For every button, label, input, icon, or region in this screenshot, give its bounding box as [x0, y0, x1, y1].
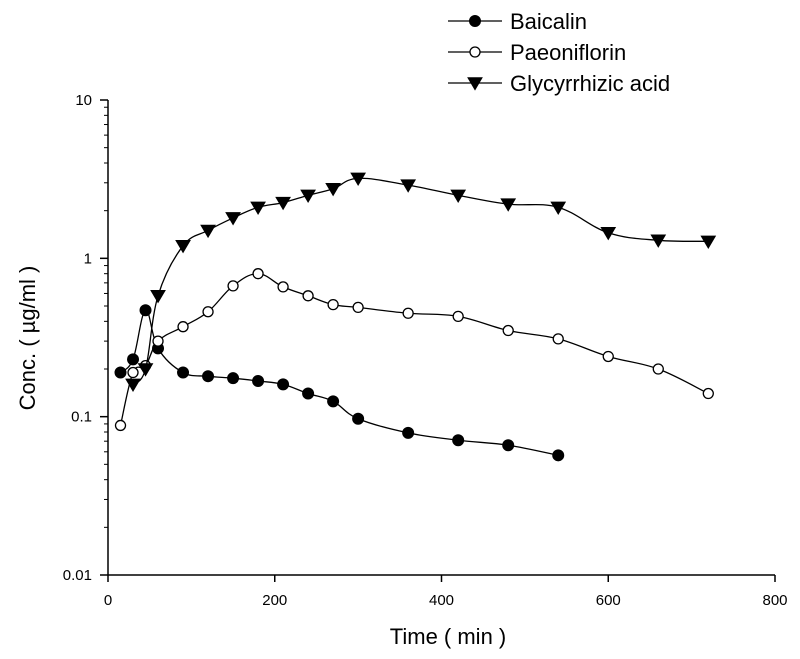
- x-axis-title: Time ( min ): [390, 624, 507, 649]
- data-point-baicalin: [352, 412, 365, 425]
- data-point-glycyrrhizic-acid: [275, 196, 291, 211]
- data-point-glycyrrhizic-acid: [400, 179, 417, 193]
- data-point-paeoniflorin: [452, 310, 464, 323]
- data-point-paeoniflorin: [502, 324, 514, 337]
- series-line-baicalin: [120, 309, 559, 456]
- data-point-glycyrrhizic-acid: [250, 201, 266, 215]
- legend-label: Baicalin: [510, 9, 587, 34]
- y-minor-ticks: [104, 106, 108, 528]
- y-ticks: 0.01 0.1 1 10: [63, 92, 108, 584]
- axes: [107, 100, 775, 576]
- series-glycyrrhizic-acid: [125, 172, 717, 392]
- legend-marker-glycyrrhizic-acid: [467, 77, 483, 91]
- data-point-paeoniflorin: [177, 321, 189, 333]
- data-point-paeoniflorin: [252, 268, 264, 280]
- data-point-baicalin: [114, 366, 127, 379]
- data-point-paeoniflorin: [652, 363, 664, 375]
- x-ticks: 0 200 400 600 800: [104, 575, 788, 609]
- data-point-glycyrrhizic-acid: [500, 198, 517, 212]
- data-point-glycyrrhizic-acid: [600, 227, 617, 241]
- data-point-glycyrrhizic-acid: [225, 212, 241, 226]
- x-tick-label: 800: [762, 592, 787, 609]
- data-point-glycyrrhizic-acid: [550, 201, 567, 215]
- data-point-baicalin: [127, 353, 140, 366]
- data-point-baicalin: [302, 387, 315, 400]
- data-point-glycyrrhizic-acid: [450, 189, 467, 203]
- data-point-baicalin: [402, 426, 415, 439]
- data-point-glycyrrhizic-acid: [125, 378, 141, 392]
- data-point-baicalin: [202, 370, 215, 383]
- y-tick-label: 0.01: [63, 567, 92, 584]
- data-point-baicalin: [177, 366, 190, 379]
- legend-item-baicalin: Baicalin: [448, 9, 587, 34]
- data-point-glycyrrhizic-acid: [175, 240, 191, 254]
- data-point-paeoniflorin: [152, 335, 164, 347]
- x-tick-label: 0: [104, 592, 112, 609]
- data-point-glycyrrhizic-acid: [650, 234, 667, 248]
- legend-label: Glycyrrhizic acid: [510, 71, 670, 96]
- data-point-glycyrrhizic-acid: [200, 224, 216, 239]
- data-point-paeoniflorin: [552, 333, 564, 345]
- series-baicalin: [114, 304, 565, 462]
- series-line-paeoniflorin: [119, 273, 709, 426]
- data-point-paeoniflorin: [327, 298, 339, 311]
- data-point-baicalin: [139, 304, 152, 317]
- legend: Baicalin Paeoniflorin Glycyrrhizic acid: [448, 9, 670, 96]
- data-point-glycyrrhizic-acid: [137, 363, 154, 377]
- data-point-baicalin: [252, 374, 265, 387]
- y-tick-label: 1: [84, 250, 92, 267]
- data-point-baicalin: [227, 372, 240, 385]
- series-paeoniflorin: [114, 268, 714, 432]
- data-point-glycyrrhizic-acid: [350, 172, 366, 186]
- data-point-paeoniflorin: [702, 387, 714, 400]
- data-point-paeoniflorin: [352, 301, 364, 314]
- data-point-paeoniflorin: [602, 350, 614, 363]
- data-point-paeoniflorin: [402, 307, 414, 319]
- y-tick-label: 10: [75, 92, 92, 109]
- y-tick-label: 0.1: [71, 409, 92, 426]
- data-point-baicalin: [502, 439, 515, 452]
- data-point-paeoniflorin: [227, 280, 239, 292]
- legend-marker-paeoniflorin: [469, 46, 481, 58]
- series-line-glycyrrhizic-acid: [132, 177, 709, 385]
- legend-item-paeoniflorin: Paeoniflorin: [448, 40, 626, 65]
- data-point-glycyrrhizic-acid: [700, 235, 717, 249]
- data-point-glycyrrhizic-acid: [300, 189, 316, 203]
- data-point-paeoniflorin: [277, 281, 289, 293]
- y-axis-title: Conc. ( µg/ml ): [15, 266, 40, 411]
- data-point-glycyrrhizic-acid: [325, 183, 341, 197]
- data-point-glycyrrhizic-acid: [150, 290, 166, 304]
- legend-label: Paeoniflorin: [510, 40, 626, 65]
- data-point-paeoniflorin: [114, 419, 127, 432]
- data-point-baicalin: [452, 434, 465, 447]
- x-tick-label: 400: [429, 592, 454, 609]
- data-point-baicalin: [327, 395, 340, 408]
- x-tick-label: 200: [262, 592, 287, 609]
- legend-item-glycyrrhizic-acid: Glycyrrhizic acid: [448, 71, 670, 96]
- x-tick-label: 600: [596, 592, 621, 609]
- data-point-paeoniflorin: [302, 290, 314, 302]
- data-point-paeoniflorin: [127, 366, 139, 379]
- data-point-baicalin: [277, 378, 290, 391]
- data-point-baicalin: [552, 449, 565, 462]
- data-point-paeoniflorin: [202, 306, 214, 318]
- series-layer: [114, 172, 717, 462]
- legend-marker-baicalin: [469, 15, 481, 27]
